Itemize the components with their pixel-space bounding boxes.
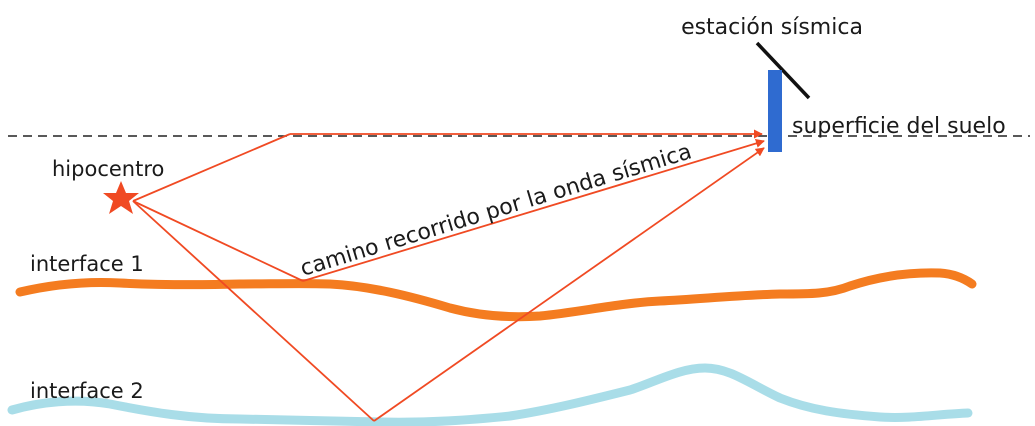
interface-2-label: interface 2 [30,379,144,403]
seismic-station-icon [755,41,811,152]
ray-to-interface-1 [132,200,304,282]
ray-from-interface-1 [302,139,765,282]
surface-label: superficie del suelo [792,114,1006,139]
ray-to-surface [132,133,291,202]
interface-1-label: interface 1 [30,252,144,276]
hypocenter-label: hipocentro [52,157,164,181]
wave-path-label: camino recorrido por la onda sísmica [297,139,694,281]
ray-to-interface-2 [132,200,375,422]
interface-1-line [15,268,977,322]
station-label: estación sísmica [681,15,863,40]
ray-paths [132,129,765,422]
station-pointer-line [755,41,811,100]
interface-2-line [7,363,973,426]
station-marker [768,70,782,152]
star-icon [103,181,139,214]
ray-from-interface-2 [373,147,765,422]
